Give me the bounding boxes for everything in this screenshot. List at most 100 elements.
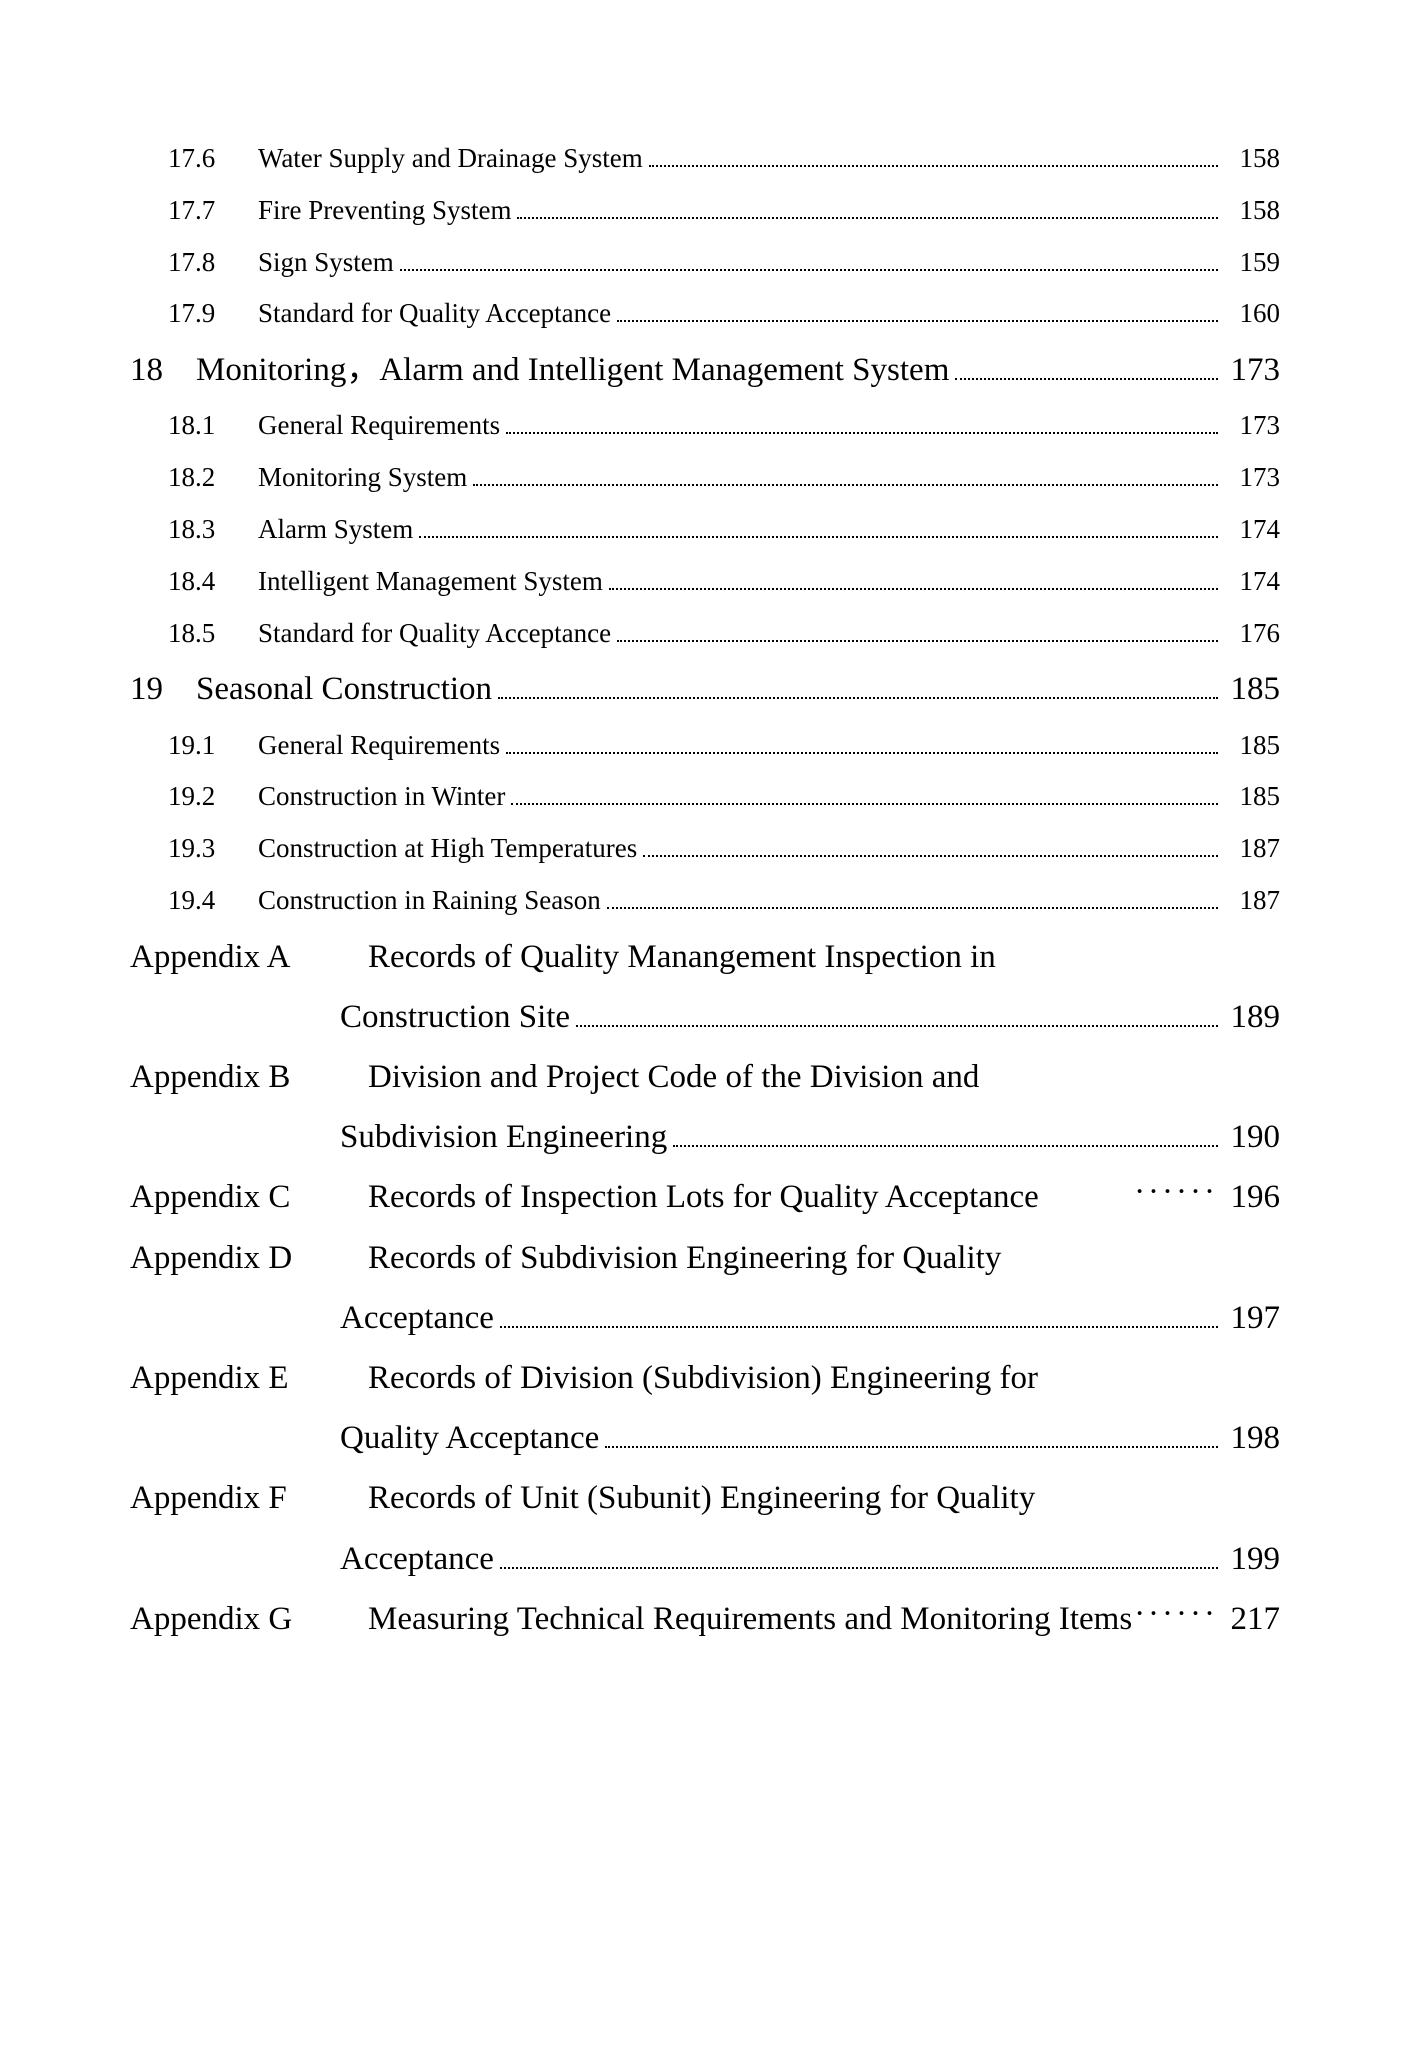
- toc-page-number: 173: [1224, 459, 1280, 497]
- toc-leader-dots: [506, 432, 1218, 434]
- toc-appendix-label: Appendix G: [130, 1596, 340, 1642]
- toc-entry-continuation: Acceptance 199: [130, 1536, 1280, 1582]
- toc-section-number: 17.8: [168, 244, 230, 282]
- toc-entry: Appendix E Records of Division (Subdivisi…: [130, 1355, 1280, 1401]
- toc-page-number: 217: [1224, 1596, 1280, 1642]
- toc-page-number: 185: [1224, 727, 1280, 765]
- toc-entry-continuation: Subdivision Engineering 190: [130, 1114, 1280, 1160]
- toc-title: Construction in Winter: [258, 778, 505, 816]
- toc-leader-dots: [955, 378, 1218, 380]
- toc-section-number: 18.5: [168, 615, 230, 653]
- toc-entry: 18 Monitoring，Alarm and Intelligent Manag…: [130, 347, 1280, 393]
- toc-section-number: 18.3: [168, 511, 230, 549]
- toc-section-number: 19.1: [168, 727, 230, 765]
- toc-leader-dots: [576, 1025, 1218, 1027]
- toc-section-number: 17.6: [168, 140, 230, 178]
- toc-entry: 19.2 Construction in Winter 185: [130, 778, 1280, 816]
- toc-entry: 19.4Construction in Raining Season187: [130, 882, 1280, 920]
- toc-leader-dots: [673, 1145, 1218, 1147]
- toc-title: Seasonal Construction: [196, 666, 492, 712]
- toc-title: General Requirements: [258, 407, 500, 445]
- toc-title: Fire Preventing System: [258, 192, 511, 230]
- toc-entry: 17.8Sign System159: [130, 244, 1280, 282]
- toc-page-number: 174: [1224, 511, 1280, 549]
- toc-entry: Appendix C Records of Inspection Lots for…: [130, 1174, 1280, 1220]
- toc-section-number: 17.9: [168, 295, 230, 333]
- toc-leader-dots: [517, 217, 1218, 219]
- toc-leader-dots: [473, 484, 1218, 486]
- toc-page-number: 176: [1224, 615, 1280, 653]
- toc-title: Acceptance: [340, 1536, 494, 1582]
- toc-appendix-label: Appendix C: [130, 1174, 340, 1220]
- toc-page-number: 158: [1224, 192, 1280, 230]
- toc-leader-dots: [617, 320, 1218, 322]
- toc-appendix-label: Appendix A: [130, 934, 340, 980]
- toc-leader-dots: [500, 1567, 1218, 1569]
- toc-title: Construction in Raining Season: [258, 882, 601, 920]
- toc-entry: 18.3Alarm System174: [130, 511, 1280, 549]
- toc-entry: 17.6 Water Supply and Drainage System 158: [130, 140, 1280, 178]
- toc-section-number: 18: [130, 347, 168, 393]
- toc-leader-dots: [400, 269, 1218, 271]
- toc-title: Quality Acceptance: [340, 1415, 599, 1461]
- toc-title: Subdivision Engineering: [340, 1114, 667, 1160]
- toc-entry: 17.9 Standard for Quality Acceptance 160: [130, 295, 1280, 333]
- toc-title: General Requirements: [258, 727, 500, 765]
- toc-title: Acceptance: [340, 1295, 494, 1341]
- toc-page-number: 189: [1224, 994, 1280, 1040]
- toc-entry: Appendix A Records of Quality Manangement…: [130, 934, 1280, 980]
- toc-title: Division and Project Code of the Divisio…: [368, 1054, 979, 1100]
- toc-title: Records of Subdivision Engineering for Q…: [368, 1235, 1001, 1281]
- toc-entry-continuation: Acceptance197: [130, 1295, 1280, 1341]
- toc-leader-dots: [649, 165, 1218, 167]
- toc-entry: Appendix F Records of Unit (Subunit) Engi…: [130, 1475, 1280, 1521]
- toc-title: Records of Inspection Lots for Quality A…: [368, 1174, 1039, 1220]
- toc-leader-dots: [607, 907, 1218, 909]
- toc-leader-dots: [643, 855, 1218, 857]
- toc-entry: 17.7 Fire Preventing System 158: [130, 192, 1280, 230]
- toc-title: Standard for Quality Acceptance: [258, 295, 611, 333]
- toc-page-number: 190: [1224, 1114, 1280, 1160]
- toc-page-number: 174: [1224, 563, 1280, 601]
- toc-section-number: 19.3: [168, 830, 230, 868]
- toc-page-number: 173: [1224, 347, 1280, 393]
- toc-entry-continuation: Quality Acceptance 198: [130, 1415, 1280, 1461]
- toc-section-number: 19: [130, 666, 168, 712]
- toc-section-number: 19.2: [168, 778, 230, 816]
- toc-page-number: 158: [1224, 140, 1280, 178]
- toc-entry: 19.1 General Requirements 185: [130, 727, 1280, 765]
- toc-leader-dots: [617, 640, 1218, 642]
- toc-leader-dots: [605, 1446, 1218, 1448]
- toc-page-number: 185: [1224, 778, 1280, 816]
- toc-section-number: 18.1: [168, 407, 230, 445]
- toc-page-number: 196: [1224, 1174, 1280, 1220]
- toc-title: Monitoring，Alarm and Intelligent Managem…: [196, 347, 949, 393]
- toc-appendix-label: Appendix E: [130, 1355, 340, 1401]
- toc-title: Sign System: [258, 244, 394, 282]
- toc-title: Water Supply and Drainage System: [258, 140, 643, 178]
- toc-entry: 18.2Monitoring System173: [130, 459, 1280, 497]
- toc-section-number: 18.4: [168, 563, 230, 601]
- toc-title: Standard for Quality Acceptance: [258, 615, 611, 653]
- toc-title: Records of Quality Manangement Inspectio…: [368, 934, 996, 980]
- table-of-contents: 17.6Water Supply and Drainage System1581…: [130, 140, 1280, 1642]
- toc-appendix-label: Appendix D: [130, 1235, 340, 1281]
- toc-appendix-label: Appendix F: [130, 1475, 340, 1521]
- toc-entry: 18.4Intelligent Management System174: [130, 563, 1280, 601]
- toc-title: Records of Unit (Subunit) Engineering fo…: [368, 1475, 1035, 1521]
- toc-entry: 18.5 Standard for Quality Acceptance 176: [130, 615, 1280, 653]
- toc-leader-dots: [506, 752, 1218, 754]
- toc-title: Records of Division (Subdivision) Engine…: [368, 1355, 1038, 1401]
- toc-appendix-label: Appendix B: [130, 1054, 340, 1100]
- toc-section-number: 19.4: [168, 882, 230, 920]
- toc-leader-dots: [419, 536, 1218, 538]
- toc-page-number: 198: [1224, 1415, 1280, 1461]
- toc-entry: 18.1General Requirements173: [130, 407, 1280, 445]
- toc-page-number: 160: [1224, 295, 1280, 333]
- toc-entry: Appendix D Records of Subdivision Enginee…: [130, 1235, 1280, 1281]
- toc-section-number: 17.7: [168, 192, 230, 230]
- toc-leader-dots: [500, 1326, 1218, 1328]
- toc-section-number: 18.2: [168, 459, 230, 497]
- toc-leader-dots: [498, 697, 1218, 699]
- toc-page-number: 199: [1224, 1536, 1280, 1582]
